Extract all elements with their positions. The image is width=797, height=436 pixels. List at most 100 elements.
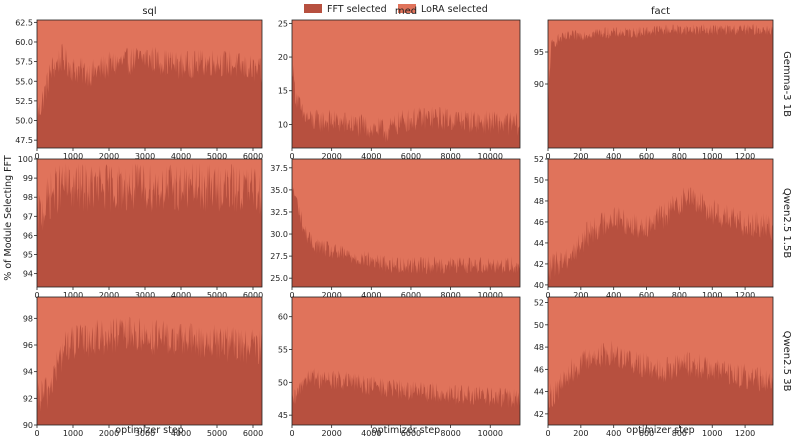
x-tick-label: 400 [606, 291, 621, 300]
column-title-med: med [395, 6, 417, 17]
y-tick-label: 46 [534, 218, 544, 227]
y-tick-label: 90 [23, 421, 33, 430]
x-tick-label: 2000 [321, 152, 341, 161]
x-tick-label: 200 [573, 291, 588, 300]
x-tick-label: 3000 [135, 291, 155, 300]
x-tick-label: 1000 [63, 429, 83, 436]
x-tick-label: 10000 [478, 152, 503, 161]
column-title-sql: sql [142, 6, 156, 17]
x-tick-label: 4000 [171, 291, 191, 300]
y-tick-label: 48 [534, 343, 544, 352]
panel-frame [547, 296, 774, 426]
y-tick-label: 47.5 [15, 136, 33, 145]
x-axis-label: optimizer step [115, 425, 183, 436]
x-tick-label: 0 [34, 152, 39, 161]
x-tick-label: 1200 [735, 429, 755, 436]
y-tick-label: 40 [534, 281, 544, 290]
y-tick-label: 55 [278, 346, 288, 355]
x-tick-label: 2000 [99, 291, 119, 300]
x-tick-label: 0 [545, 429, 550, 436]
x-tick-label: 6000 [243, 429, 263, 436]
x-tick-label: 0 [34, 429, 39, 436]
x-tick-label: 1000 [702, 291, 722, 300]
y-tick-label: 50 [278, 378, 288, 387]
x-tick-label: 400 [606, 429, 621, 436]
x-tick-label: 1200 [735, 291, 755, 300]
y-tick-label: 60 [278, 313, 288, 322]
y-tick-label: 98 [23, 193, 33, 202]
y-tick-label: 20 [278, 53, 288, 62]
x-tick-label: 5000 [207, 291, 227, 300]
y-tick-label: 98 [23, 314, 33, 323]
x-tick-label: 1000 [702, 429, 722, 436]
x-tick-label: 5000 [207, 152, 227, 161]
x-tick-label: 6000 [243, 291, 263, 300]
y-tick-label: 92 [23, 394, 33, 403]
y-tick-label: 94 [23, 368, 33, 377]
x-tick-label: 200 [573, 152, 588, 161]
y-tick-label: 46 [534, 365, 544, 374]
panel-frame [36, 158, 263, 288]
column-titles: sql med fact [142, 6, 670, 17]
x-tick-label: 1000 [702, 152, 722, 161]
y-tick-label: 44 [534, 388, 544, 397]
x-tick-label: 800 [672, 152, 687, 161]
y-tick-label: 15 [278, 87, 288, 96]
x-tick-label: 10000 [478, 291, 503, 300]
legend-item-fft-selected: FFT selected [304, 4, 387, 15]
x-tick-label: 4000 [361, 291, 381, 300]
y-tick-label: 45 [278, 411, 288, 420]
x-tick-label: 0 [545, 152, 550, 161]
y-tick-label: 50 [534, 321, 544, 330]
y-tick-label: 52 [534, 299, 544, 308]
fft-area [37, 43, 262, 148]
x-tick-label: 0 [289, 152, 294, 161]
y-tick-label: 60.0 [15, 38, 33, 47]
panel-frame [291, 19, 521, 149]
y-tick-label: 94 [23, 270, 33, 279]
legend-item-lora-selected: LoRA selected [398, 4, 488, 15]
x-tick-label: 4000 [171, 152, 191, 161]
panel-gemma-3-1b-sql: 0 1000 2000 3000 4000 5000 6000 47.5 50.0 52.5 55.… [15, 18, 263, 161]
x-tick-label: 4000 [361, 429, 381, 436]
y-tick-label: 52.5 [15, 97, 33, 106]
x-tick-label: 200 [573, 429, 588, 436]
y-tick-label: 100 [18, 155, 33, 164]
x-tick-label: 3000 [135, 152, 155, 161]
y-tick-label: 57.5 [15, 58, 33, 67]
x-tick-label: 0 [289, 429, 294, 436]
x-tick-label: 4000 [361, 152, 381, 161]
x-tick-label: 3000 [135, 429, 155, 436]
y-tick-label: 30.0 [270, 230, 288, 239]
y-tick-label: 42 [534, 260, 544, 269]
x-tick-label: 6000 [401, 291, 421, 300]
x-tick-label: 8000 [440, 429, 460, 436]
panel-qwen2-5-1-5b-sql: 0 1000 2000 3000 4000 5000 6000 94 95 96 97 98 99 100 [18, 155, 263, 300]
panel-gemma-3-1b-med: 0 2000 4000 6000 8000 10000 10 15 20 25 [278, 19, 521, 161]
panel-frame [291, 158, 521, 288]
x-tick-label: 800 [672, 429, 687, 436]
row-title-qwen2-5-3b: Qwen2.5 3B [781, 331, 792, 392]
x-tick-label: 6000 [243, 152, 263, 161]
x-tick-label: 600 [639, 291, 654, 300]
y-tick-label: 95 [23, 251, 33, 260]
y-tick-label: 32.5 [270, 208, 288, 217]
panel-qwen2-5-3b-med: 0 2000 4000 6000 8000 10000 45 50 55 60 [278, 296, 521, 436]
y-tick-label: 55.0 [15, 77, 33, 86]
x-tick-label: 1200 [735, 152, 755, 161]
panel-gemma-3-1b-fact: 0 200 400 600 800 1000 1200 90 95 [534, 19, 774, 161]
legend-swatch [398, 4, 416, 13]
x-tick-label: 2000 [99, 152, 119, 161]
fft-area [37, 162, 262, 287]
x-tick-label: 2000 [99, 429, 119, 436]
x-axis-labels: optimizer step optimizer step optimizer st… [115, 425, 694, 436]
x-tick-label: 0 [289, 291, 294, 300]
fft-area [292, 367, 520, 425]
y-tick-label: 62.5 [15, 18, 33, 27]
panel-frame [291, 296, 521, 426]
y-tick-label: 35.0 [270, 186, 288, 195]
y-tick-label: 99 [23, 174, 33, 183]
x-tick-label: 2000 [321, 429, 341, 436]
x-tick-label: 6000 [401, 152, 421, 161]
